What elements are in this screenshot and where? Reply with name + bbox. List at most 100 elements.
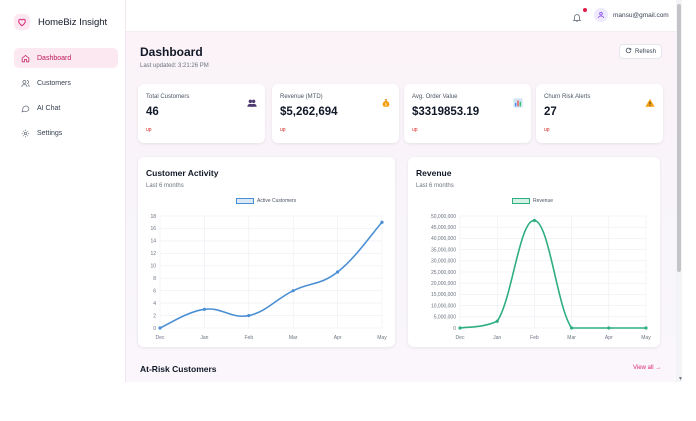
notification-badge <box>583 8 587 12</box>
refresh-button[interactable]: Refresh <box>619 44 662 59</box>
stat-trend: up <box>146 127 152 133</box>
app-window: HomeBiz Insight Dashboard Customers AI C… <box>0 0 683 382</box>
stat-value: $5,262,694 <box>280 106 338 118</box>
x-tick-label: Dec <box>456 335 465 341</box>
people-icon <box>247 95 257 107</box>
y-tick-label: 18 <box>150 214 156 220</box>
data-point <box>247 313 251 318</box>
avatar[interactable] <box>594 8 608 22</box>
y-tick-label: 45,000,000 <box>431 225 456 231</box>
chart-card-revenue: Revenue Last 6 months Revenue 0 5,000,000… <box>408 157 660 347</box>
y-tick-label: 6 <box>153 288 156 294</box>
data-point <box>380 220 384 224</box>
stat-trend: up <box>280 127 286 133</box>
x-tick-label: Mar <box>567 335 576 341</box>
stat-card-revenue: Revenue (MTD) $5,262,694 up $ <box>272 84 399 143</box>
sidebar: HomeBiz Insight Dashboard Customers AI C… <box>0 0 126 382</box>
page-title: Dashboard <box>140 45 203 59</box>
y-tick-label: 8 <box>153 276 156 282</box>
sidebar-nav: Dashboard Customers AI Chat Settings <box>14 48 118 148</box>
heart-icon <box>14 14 30 30</box>
scrollbar-thumb[interactable] <box>677 4 681 272</box>
y-tick-label: 2 <box>153 313 156 319</box>
y-tick-label: 25,000,000 <box>431 270 456 276</box>
stat-card-avg-order-value: Avg. Order Value $3319853.19 up <box>404 84 531 143</box>
legend-label: Revenue <box>533 198 554 204</box>
x-tick-label: Mar <box>289 335 298 341</box>
stat-trend: up <box>412 127 418 133</box>
x-tick-label: Feb <box>244 335 253 341</box>
sidebar-item-dashboard[interactable]: Dashboard <box>14 48 118 68</box>
y-tick-label: 35,000,000 <box>431 247 456 253</box>
topbar: mansu@gmail.com <box>126 0 676 32</box>
stat-card-total-customers: Total Customers 46 up <box>138 84 265 143</box>
series-line <box>159 221 383 329</box>
money-bag-icon: $ <box>381 95 391 107</box>
y-tick-label: 4 <box>153 301 156 307</box>
stat-trend: up <box>544 127 550 133</box>
y-tick-label: 20,000,000 <box>431 281 456 287</box>
data-point <box>607 326 611 330</box>
sidebar-item-settings[interactable]: Settings <box>14 123 118 143</box>
chart-subtitle: Last 6 months <box>146 183 184 189</box>
data-point <box>458 326 462 330</box>
brand[interactable]: HomeBiz Insight <box>14 10 107 34</box>
sidebar-item-ai-chat[interactable]: AI Chat <box>14 98 118 118</box>
chat-icon <box>21 104 30 113</box>
chart-legend[interactable]: Active Customers <box>236 198 296 204</box>
x-tick-label: Jan <box>200 335 208 341</box>
y-tick-label: 12 <box>150 251 156 257</box>
refresh-icon <box>625 47 632 56</box>
y-tick-label: 40,000,000 <box>431 236 456 242</box>
data-point <box>532 218 536 223</box>
sidebar-item-customers[interactable]: Customers <box>14 73 118 93</box>
x-tick-label: Apr <box>605 335 613 341</box>
chart-title: Customer Activity <box>146 168 219 178</box>
revenue-chart: 0 5,000,000 10,000,000 15,000,000 20,000,000… <box>431 214 651 341</box>
main-content: Dashboard Last updated: 3:21:26 PM Refre… <box>126 32 676 382</box>
bar-chart-icon <box>513 95 523 108</box>
brand-name: HomeBiz Insight <box>38 16 108 28</box>
series-line <box>459 219 646 329</box>
x-tick-label: Jan <box>493 335 501 341</box>
user-email[interactable]: mansu@gmail.com <box>613 12 669 19</box>
y-tick-label: 15,000,000 <box>431 292 456 298</box>
x-tick-label: Apr <box>334 335 342 341</box>
y-tick-label: 50,000,000 <box>431 214 456 220</box>
x-tick-label: Feb <box>530 335 539 341</box>
y-tick-label: 30,000,000 <box>431 259 456 265</box>
stat-label: Churn Risk Alerts <box>544 94 591 100</box>
y-tick-label: 5,000,000 <box>434 315 456 321</box>
view-all-link[interactable]: View all → <box>633 365 662 371</box>
sidebar-item-label: AI Chat <box>37 104 61 112</box>
scrollbar[interactable] <box>676 0 682 382</box>
stat-value: 27 <box>544 106 557 118</box>
chart-legend[interactable]: Revenue <box>512 198 553 204</box>
chart-card-customer-activity: Customer Activity Last 6 months Active C… <box>138 157 395 347</box>
stat-card-churn-risk: Churn Risk Alerts 27 up <box>536 84 663 143</box>
gear-icon <box>21 129 30 138</box>
sidebar-item-label: Customers <box>37 79 71 87</box>
chart-subtitle: Last 6 months <box>416 183 454 189</box>
refresh-label: Refresh <box>634 48 656 55</box>
stat-label: Total Customers <box>146 94 190 100</box>
bell-icon[interactable] <box>572 10 582 22</box>
data-point <box>202 307 206 311</box>
x-tick-label: Dec <box>156 335 165 341</box>
x-tick-label: May <box>641 335 651 341</box>
x-tick-label: May <box>377 335 387 341</box>
sidebar-item-label: Settings <box>37 129 63 137</box>
legend-swatch <box>236 198 254 204</box>
warning-icon <box>645 95 655 107</box>
data-point <box>291 289 295 293</box>
at-risk-title: At-Risk Customers <box>140 364 217 374</box>
data-point <box>570 326 574 330</box>
last-updated: Last updated: 3:21:26 PM <box>140 63 209 69</box>
users-icon <box>21 79 30 88</box>
y-tick-label: 0 <box>453 326 456 332</box>
sidebar-item-label: Dashboard <box>37 54 72 62</box>
scroll-down-icon[interactable]: ▼ <box>678 376 683 382</box>
legend-swatch <box>512 198 530 204</box>
y-tick-label: 16 <box>150 226 156 232</box>
y-tick-label: 0 <box>153 326 156 332</box>
